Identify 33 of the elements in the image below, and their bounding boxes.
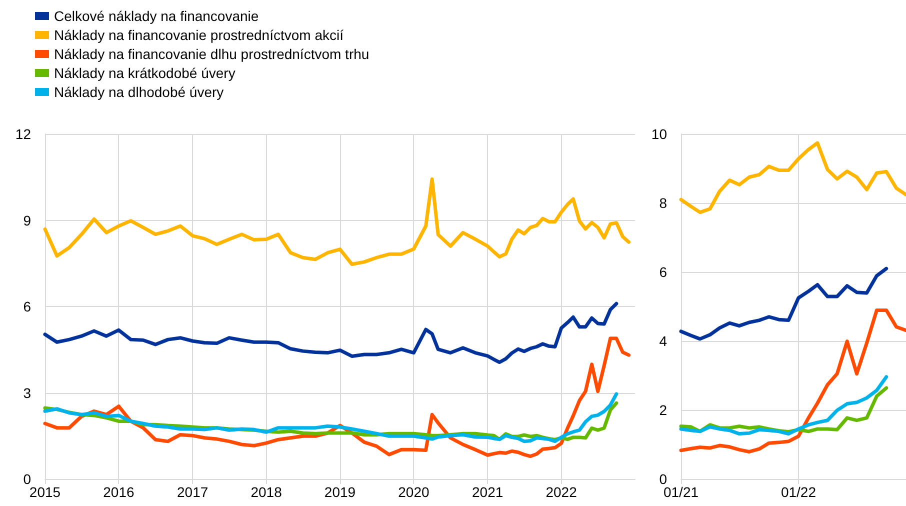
y-tick-label: 2 <box>659 402 668 418</box>
line-series <box>679 141 906 214</box>
y-tick-label: 10 <box>651 126 668 142</box>
x-tick-label: 01/22 <box>780 484 816 500</box>
y-tick-label: 6 <box>659 264 668 280</box>
x-tick-label: 2015 <box>29 484 61 500</box>
x-tick-label: 01/21 <box>663 484 699 500</box>
line-series <box>679 375 888 436</box>
y-tick-label: 9 <box>23 212 32 228</box>
line-series <box>679 308 906 454</box>
x-tick-label: 2020 <box>398 484 430 500</box>
y-tick-label: 8 <box>659 195 668 211</box>
y-tick-label: 0 <box>659 471 668 487</box>
x-tick-label: 2022 <box>546 484 578 500</box>
x-tick-label: 2016 <box>103 484 134 500</box>
legend-label: Náklady na dlhodobé úvery <box>54 84 224 100</box>
legend-label: Náklady na krátkodobé úvery <box>54 65 236 81</box>
y-tick-label: 6 <box>23 298 32 314</box>
x-tick-label: 2021 <box>472 484 504 500</box>
line-series <box>679 266 888 341</box>
line-series <box>43 392 618 444</box>
x-tick-label: 2019 <box>324 484 356 500</box>
y-tick-label: 4 <box>659 333 668 349</box>
legend-label: Náklady na financovanie dlhu prostredníctvom trhu <box>54 46 370 62</box>
y-tick-label: 3 <box>23 384 32 401</box>
y-tick-label: 12 <box>15 126 32 142</box>
legend-label: Celkové náklady na financovanie <box>54 8 259 24</box>
line-series <box>43 177 630 266</box>
x-tick-label: 2017 <box>177 484 208 500</box>
line-series <box>43 302 618 364</box>
y-tick-label: 0 <box>23 471 32 487</box>
legend-label: Náklady na financovanie prostredníctvom akcií <box>54 27 344 43</box>
x-tick-label: 2018 <box>250 484 282 500</box>
